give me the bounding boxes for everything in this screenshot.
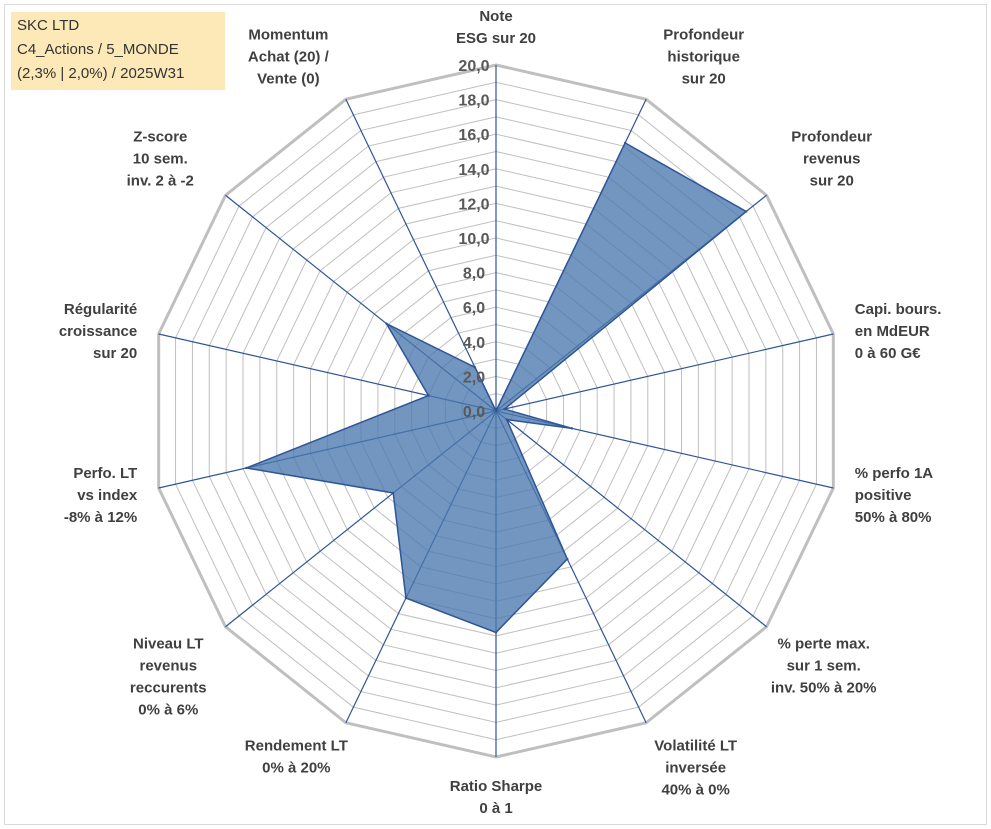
axis-label-7: Ratio Sharpe 0 à 1	[450, 778, 543, 817]
series-point-0	[494, 409, 498, 413]
axis-label-1: Profondeur historique sur 20	[663, 26, 744, 87]
series-point-6	[566, 557, 569, 561]
series-point-1	[623, 141, 627, 145]
axis-label-12: Z-score 10 sem. inv. 2 à -2	[127, 129, 194, 190]
axis-label-11: Régularité croissance sur 20	[59, 301, 137, 362]
tick-label-4: 8,0	[463, 266, 485, 283]
info-line-3: (2,3% | 2,0%) / 2025W31	[17, 65, 185, 82]
tick-label-8: 16,0	[458, 127, 489, 144]
axis-label-3: Capi. bours. en MdEUR 0 à 60 G€	[855, 301, 942, 362]
tick-label-2: 4,0	[463, 335, 485, 352]
radar-tick-labels: 0,0 2,0 4,0 6,0 8,0 10,0 12,0 14,0 16,0 18,0 20,0	[458, 58, 489, 421]
axis-label-9: Niveau LT revenus reccurents 0% à 6%	[130, 635, 207, 718]
series-point-10	[245, 466, 248, 470]
series-point-11	[427, 394, 430, 397]
series-point-4	[570, 427, 574, 430]
series-point-2	[745, 210, 748, 213]
series-point-8	[404, 596, 408, 600]
series-point-5	[505, 418, 509, 421]
tick-label-5: 10,0	[458, 231, 489, 248]
spoke-5	[495, 410, 767, 628]
series-point-12	[385, 322, 388, 325]
info-line-2: C4_Actions / 5_MONDE	[17, 41, 179, 58]
axis-label-5: % perte max. sur 1 sem. inv. 50% à 20%	[771, 635, 877, 696]
tick-label-3: 6,0	[463, 300, 485, 317]
axis-label-4: % perfo 1A positive 50% à 80%	[855, 465, 934, 526]
tick-label-0: 0,0	[463, 404, 485, 421]
tick-label-1: 2,0	[463, 369, 485, 386]
tick-label-10: 20,0	[458, 58, 489, 75]
info-line-1: SKC LTD	[17, 17, 80, 34]
spoke-3	[495, 333, 834, 412]
axis-label-13: Momentum Achat (20) / Vente (0)	[248, 26, 330, 87]
series-point-13	[473, 366, 477, 369]
series-point-3	[503, 407, 506, 411]
axis-label-2: Profondeur revenus sur 20	[791, 129, 872, 190]
axis-label-0: Note ESG sur 20	[456, 8, 536, 47]
axis-label-10: Perfo. LT vs index -8% à 12%	[64, 465, 138, 526]
axis-label-8: Rendement LT 0% à 20%	[245, 738, 348, 777]
radar-series	[243, 141, 748, 634]
axis-label-6: Volatilité LT inversée 40% à 0%	[654, 738, 737, 799]
series-point-9	[392, 491, 395, 495]
tick-label-9: 18,0	[458, 93, 489, 110]
info-box: SKC LTD C4_Actions / 5_MONDE (2,3% | 2,0…	[11, 12, 225, 90]
series-point-7	[494, 631, 498, 634]
tick-label-7: 14,0	[458, 162, 489, 179]
radar-axis-labels: Note ESG sur 20 Profondeur historique sur 20…	[59, 8, 942, 817]
tick-label-6: 12,0	[458, 196, 489, 213]
spoke-13	[345, 99, 497, 412]
